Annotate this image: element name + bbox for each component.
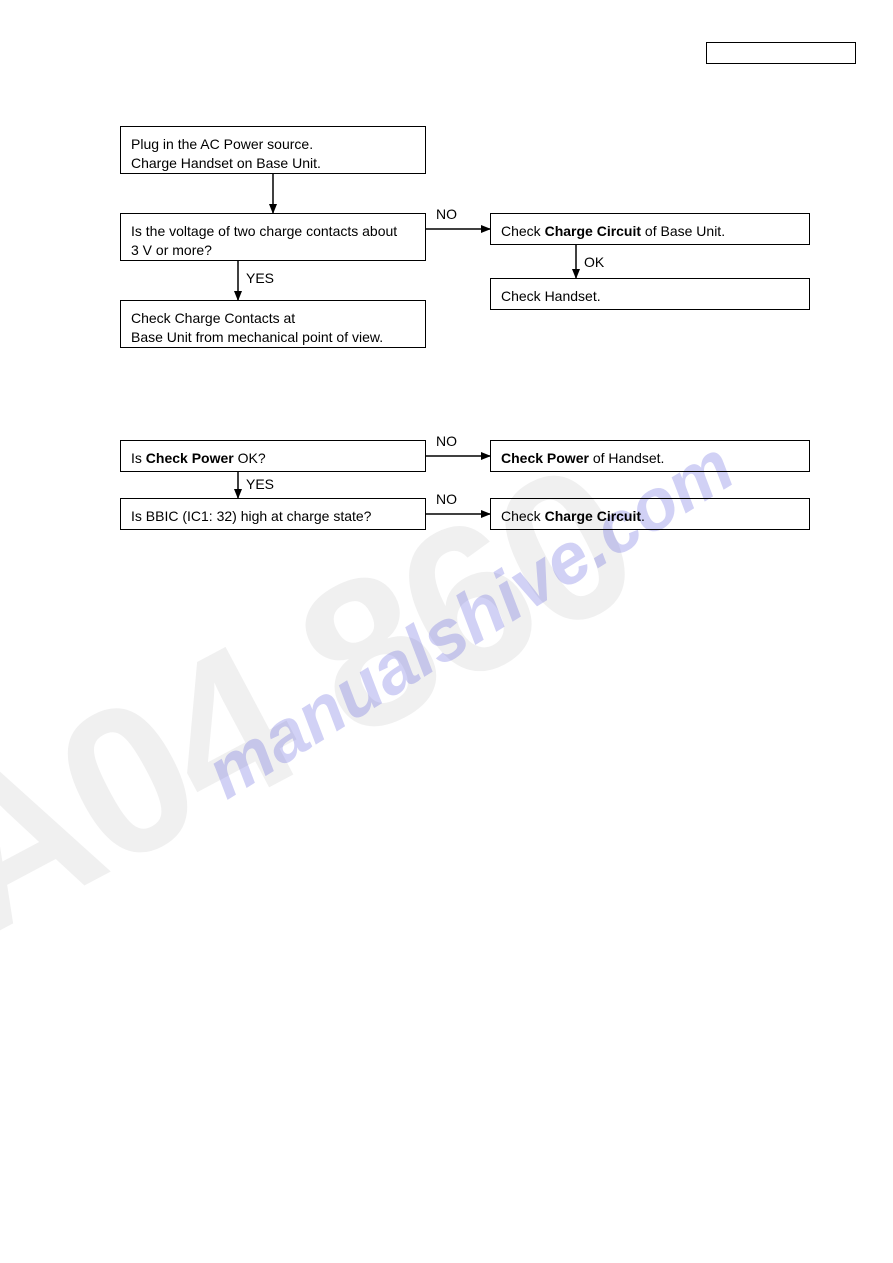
edge-label: NO [436, 206, 457, 222]
edge-label: NO [436, 433, 457, 449]
fc2-node-bbic-q: Is BBIC (IC1: 32) high at charge state? [120, 498, 426, 530]
arrows-overlay [0, 0, 893, 1263]
edge-label: YES [246, 270, 274, 286]
fc1-node-check-contacts: Check Charge Contacts atBase Unit from m… [120, 300, 426, 348]
fc1-node-check-handset: Check Handset. [490, 278, 810, 310]
fc1-node-plug-in: Plug in the AC Power source.Charge Hands… [120, 126, 426, 174]
fc1-node-voltage-q: Is the voltage of two charge contacts ab… [120, 213, 426, 261]
watermark-site: manualshive.com [192, 425, 748, 815]
edge-label: YES [246, 476, 274, 492]
fc1-node-check-charge-circuit: Check Charge Circuit of Base Unit. [490, 213, 810, 245]
edge-label: NO [436, 491, 457, 507]
page-canvas: A04 860 manualshive.com Plug in the AC P… [0, 0, 893, 1263]
fc2-node-check-power-handset: Check Power of Handset. [490, 440, 810, 472]
top-right-box [706, 42, 856, 64]
fc2-node-check-power-q: Is Check Power OK? [120, 440, 426, 472]
edge-label: OK [584, 254, 604, 270]
fc2-node-check-charge-circuit: Check Charge Circuit. [490, 498, 810, 530]
